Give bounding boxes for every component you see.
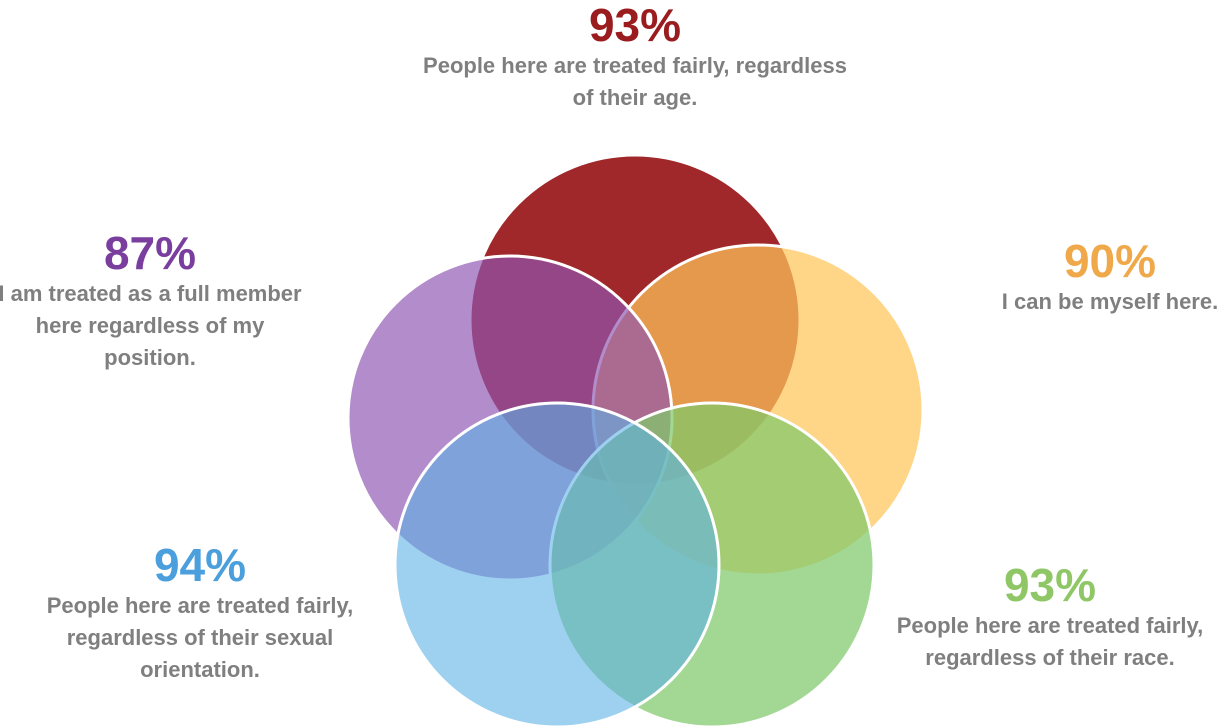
stat-sexual-orientation: 94% People here are treated fairly, rega…	[40, 540, 360, 686]
circle-sexual-orientation	[393, 401, 721, 727]
stat-race-text: People here are treated fairly, regardle…	[896, 613, 1204, 670]
stat-age-text: People here are treated fairly, regardle…	[423, 53, 847, 110]
stat-self-percent: 90%	[1063, 235, 1157, 287]
stat-self-text: I can be myself here.	[1001, 289, 1219, 314]
stat-sexual-orientation-percent: 94%	[153, 539, 247, 591]
stat-age-percent: 93%	[588, 0, 682, 51]
stat-age: 93% People here are treated fairly, rega…	[420, 0, 850, 114]
stat-position-text: I am treated as a full member here regar…	[0, 281, 302, 370]
stat-race-percent: 93%	[1003, 559, 1097, 611]
stat-sexual-orientation-text: People here are treated fairly, regardle…	[46, 593, 354, 682]
stat-race: 93% People here are treated fairly, rega…	[880, 560, 1220, 674]
stat-position-percent: 87%	[103, 227, 197, 279]
stat-position: 87% I am treated as a full member here r…	[0, 228, 310, 374]
stat-self: 90% I can be myself here.	[960, 236, 1229, 318]
